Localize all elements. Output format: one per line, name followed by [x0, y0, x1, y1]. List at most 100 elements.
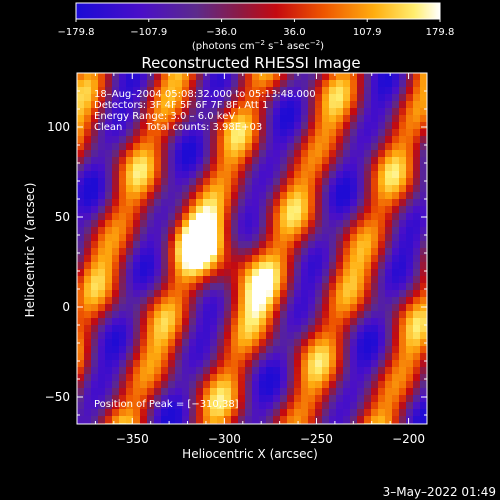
heatmap-cell	[336, 388, 343, 395]
heatmap-cell	[126, 171, 133, 178]
heatmap-cell	[238, 367, 245, 374]
heatmap-cell	[329, 234, 336, 241]
heatmap-cell	[294, 297, 301, 304]
heatmap-cell	[224, 416, 231, 423]
heatmap-cell	[175, 325, 182, 332]
heatmap-cell	[357, 262, 364, 269]
heatmap-cell	[112, 346, 119, 353]
heatmap-cell	[105, 276, 112, 283]
heatmap-cell	[294, 171, 301, 178]
heatmap-cell	[210, 122, 217, 129]
heatmap-cell	[406, 346, 413, 353]
heatmap-cell	[322, 367, 329, 374]
heatmap-cell	[273, 157, 280, 164]
heatmap-cell	[238, 129, 245, 136]
heatmap-cell	[231, 269, 238, 276]
heatmap-cell	[308, 122, 315, 129]
heatmap-cell	[322, 192, 329, 199]
heatmap-cell	[147, 206, 154, 213]
heatmap-cell	[252, 94, 259, 101]
heatmap-cell	[280, 171, 287, 178]
heatmap-cell	[322, 143, 329, 150]
heatmap-cell	[175, 241, 182, 248]
heatmap-cell	[224, 262, 231, 269]
heatmap-cell	[119, 115, 126, 122]
heatmap-cell	[399, 199, 406, 206]
heatmap-cell	[301, 94, 308, 101]
heatmap-cell	[378, 73, 385, 80]
heatmap-cell	[203, 136, 210, 143]
heatmap-cell	[392, 129, 399, 136]
heatmap-cell	[112, 290, 119, 297]
heatmap-cell	[161, 213, 168, 220]
heatmap-cell	[399, 129, 406, 136]
heatmap-cell	[203, 402, 210, 409]
heatmap-cell	[413, 206, 420, 213]
heatmap-cell	[350, 374, 357, 381]
heatmap-cell	[182, 381, 189, 388]
heatmap-cell	[322, 220, 329, 227]
heatmap-cell	[140, 262, 147, 269]
heatmap-cell	[350, 206, 357, 213]
heatmap-cell	[133, 241, 140, 248]
heatmap-cell	[413, 73, 420, 80]
heatmap-cell	[280, 129, 287, 136]
heatmap-cell	[119, 332, 126, 339]
heatmap-cell	[196, 157, 203, 164]
heatmap-cell	[378, 185, 385, 192]
heatmap-cell	[406, 178, 413, 185]
heatmap-cell	[315, 367, 322, 374]
heatmap-cell	[357, 402, 364, 409]
heatmap-cell	[273, 339, 280, 346]
heatmap-cell	[119, 297, 126, 304]
heatmap-cell	[196, 318, 203, 325]
heatmap-cell	[147, 157, 154, 164]
heatmap-cell	[308, 157, 315, 164]
heatmap-cell	[371, 122, 378, 129]
heatmap-cell	[287, 290, 294, 297]
heatmap-cell	[280, 248, 287, 255]
heatmap-cell	[245, 248, 252, 255]
heatmap-cell	[210, 227, 217, 234]
heatmap-cell	[210, 353, 217, 360]
x-tick-label: −250	[300, 432, 333, 446]
heatmap-cell	[357, 297, 364, 304]
heatmap-cell	[357, 87, 364, 94]
heatmap-cell	[154, 164, 161, 171]
heatmap-cell	[350, 311, 357, 318]
heatmap-cell	[161, 409, 168, 416]
heatmap-cell	[406, 129, 413, 136]
heatmap-cell	[189, 185, 196, 192]
heatmap-cell	[294, 318, 301, 325]
heatmap-cell	[371, 87, 378, 94]
heatmap-cell	[238, 227, 245, 234]
heatmap-cell	[238, 283, 245, 290]
heatmap-cell	[98, 367, 105, 374]
heatmap-cell	[203, 150, 210, 157]
heatmap-cell	[203, 304, 210, 311]
heatmap-cell	[301, 332, 308, 339]
heatmap-cell	[413, 241, 420, 248]
heatmap-cell	[420, 388, 427, 395]
heatmap-cell	[91, 409, 98, 416]
heatmap-cell	[84, 374, 91, 381]
heatmap-cell	[329, 206, 336, 213]
heatmap-cell	[266, 325, 273, 332]
heatmap-cell	[399, 185, 406, 192]
heatmap-cell	[371, 136, 378, 143]
heatmap-cell	[266, 101, 273, 108]
heatmap-cell	[385, 129, 392, 136]
heatmap-cell	[420, 185, 427, 192]
heatmap-cell	[84, 213, 91, 220]
heatmap-cell	[406, 101, 413, 108]
heatmap-cell	[378, 213, 385, 220]
heatmap-cell	[84, 115, 91, 122]
heatmap-cell	[273, 283, 280, 290]
heatmap-cell	[329, 73, 336, 80]
heatmap-cell	[336, 136, 343, 143]
heatmap-cell	[413, 80, 420, 87]
heatmap-cell	[343, 388, 350, 395]
heatmap-cell	[189, 164, 196, 171]
heatmap-cell	[189, 94, 196, 101]
heatmap-cell	[112, 136, 119, 143]
